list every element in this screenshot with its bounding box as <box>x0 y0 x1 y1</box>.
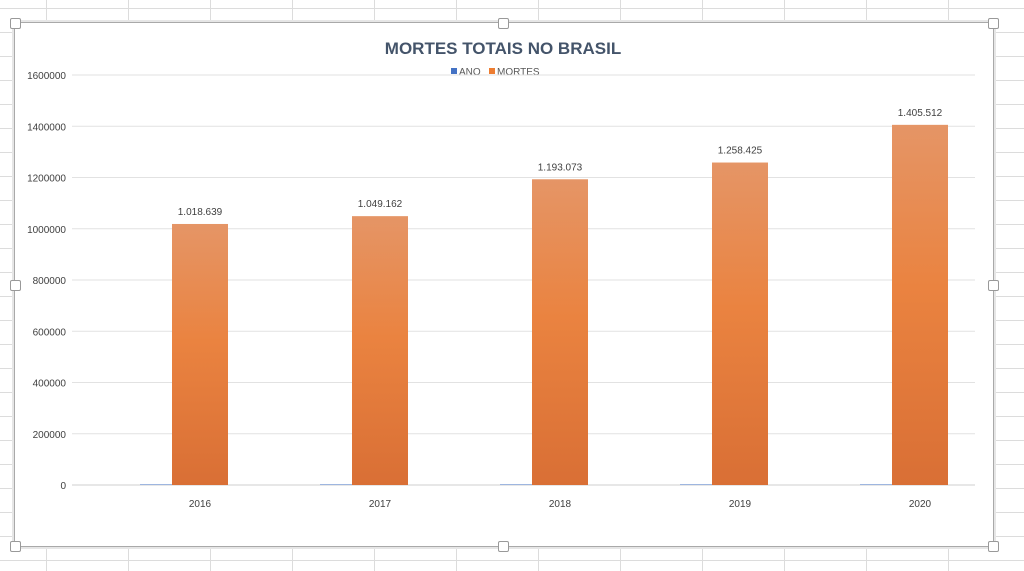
y-tick-label: 1200000 <box>27 174 66 185</box>
bar-ano <box>680 484 736 485</box>
y-tick-label: 400000 <box>33 379 67 390</box>
y-tick-label: 1400000 <box>27 122 66 133</box>
resize-handle[interactable] <box>988 18 999 29</box>
data-label: 1.049.162 <box>358 199 403 210</box>
x-tick-label: 2016 <box>189 499 212 510</box>
x-tick-label: 2019 <box>729 499 752 510</box>
resize-handle[interactable] <box>988 541 999 552</box>
resize-handle[interactable] <box>10 280 21 291</box>
bar-ano <box>320 484 376 485</box>
bar-ano <box>860 484 916 485</box>
data-label: 1.405.512 <box>898 108 943 119</box>
bar-ano <box>500 484 556 485</box>
y-tick-label: 600000 <box>33 327 67 338</box>
resize-handle[interactable] <box>498 541 509 552</box>
resize-handle[interactable] <box>988 280 999 291</box>
legend-item: MORTES <box>497 67 540 78</box>
data-label: 1.018.639 <box>178 207 223 218</box>
y-tick-label: 1600000 <box>27 71 66 82</box>
legend-swatch <box>451 68 457 74</box>
data-label: 1.258.425 <box>718 146 763 157</box>
resize-handle[interactable] <box>498 18 509 29</box>
y-tick-label: 0 <box>60 481 66 492</box>
bar-mortes[interactable] <box>532 179 588 486</box>
y-tick-label: 800000 <box>33 276 67 287</box>
bar-mortes[interactable] <box>712 162 768 485</box>
legend: ANO MORTES <box>451 67 540 78</box>
x-tick-label: 2020 <box>909 499 932 510</box>
bar-mortes[interactable] <box>352 216 408 486</box>
y-tick-label: 1000000 <box>27 225 66 236</box>
bar-mortes[interactable] <box>892 124 948 485</box>
resize-handle[interactable] <box>10 18 21 29</box>
x-tick-label: 2018 <box>549 499 572 510</box>
x-tick-label: 2017 <box>369 499 392 510</box>
chart-title: MORTES TOTAIS NO BRASIL <box>385 39 621 58</box>
data-label: 1.193.073 <box>538 162 583 173</box>
resize-handle[interactable] <box>10 541 21 552</box>
bar-ano <box>140 484 196 485</box>
y-tick-label: 200000 <box>33 430 67 441</box>
bar-mortes[interactable] <box>172 223 228 485</box>
legend-item: ANO <box>459 67 481 78</box>
legend-swatch <box>489 68 495 74</box>
